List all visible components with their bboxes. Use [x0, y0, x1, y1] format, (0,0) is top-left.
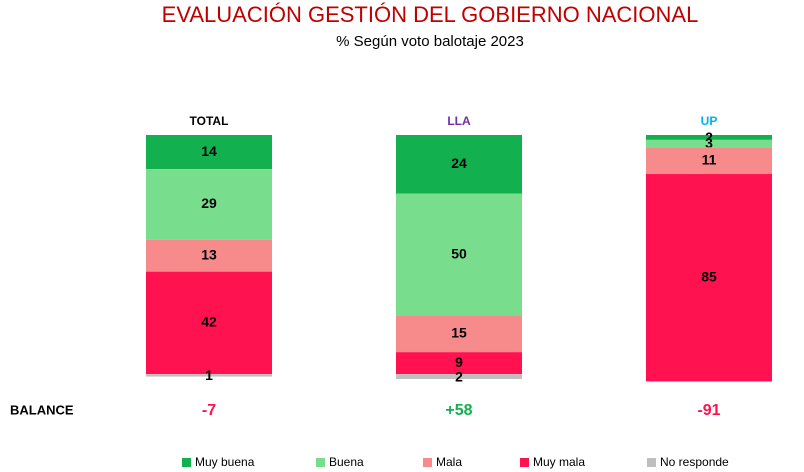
legend-label: No responde: [660, 455, 729, 469]
data-label: 3: [705, 135, 713, 151]
data-label: 85: [701, 268, 717, 284]
bar-segment: [646, 139, 772, 148]
bar-segment: [396, 374, 522, 379]
chart-subtitle: % Según voto balotaje 2023: [336, 33, 524, 50]
legend-swatch: [423, 458, 432, 467]
data-label: 9: [455, 354, 463, 370]
category-label: LLA: [447, 114, 471, 128]
data-label: 29: [201, 195, 217, 211]
balance-value: +58: [445, 402, 472, 419]
data-label: 2: [455, 368, 463, 384]
data-label: 42: [201, 314, 217, 330]
legend-swatch: [647, 458, 656, 467]
legend-label: Mala: [436, 455, 462, 469]
data-label: 13: [201, 246, 217, 262]
bar-segment: [146, 374, 272, 377]
data-label: 50: [451, 245, 467, 261]
bar-segment: [396, 352, 522, 375]
data-label: 1: [205, 367, 213, 383]
data-label: 14: [201, 143, 217, 159]
legend-label: Muy buena: [195, 455, 255, 469]
bar-segment: [646, 147, 772, 175]
legend-label: Buena: [329, 455, 364, 469]
bar-segment: [146, 135, 272, 170]
legend-swatch: [520, 458, 529, 467]
category-label: TOTAL: [190, 114, 229, 128]
legend-swatch: [182, 458, 191, 467]
bar-segment: [646, 135, 772, 140]
data-label: 15: [451, 325, 467, 341]
data-label: 11: [702, 151, 717, 167]
bar-segment: [396, 315, 522, 353]
category-label: UP: [701, 114, 718, 128]
bar-segment: [146, 169, 272, 240]
chart-title: EVALUACIÓN GESTIÓN DEL GOBIERNO NACIONAL: [162, 2, 699, 27]
data-label: 24: [451, 155, 467, 171]
balance-value: -7: [202, 402, 216, 419]
legend-label: Muy mala: [533, 455, 585, 469]
bar-segment: [146, 239, 272, 272]
legend-swatch: [316, 458, 325, 467]
bar-segment: [396, 193, 522, 316]
bar-segment: [646, 174, 772, 382]
data-label: 2: [705, 129, 713, 145]
balance-value: -91: [697, 402, 720, 419]
bar-segment: [146, 271, 272, 375]
balance-label: BALANCE: [10, 402, 74, 417]
bar-segment: [396, 135, 522, 194]
